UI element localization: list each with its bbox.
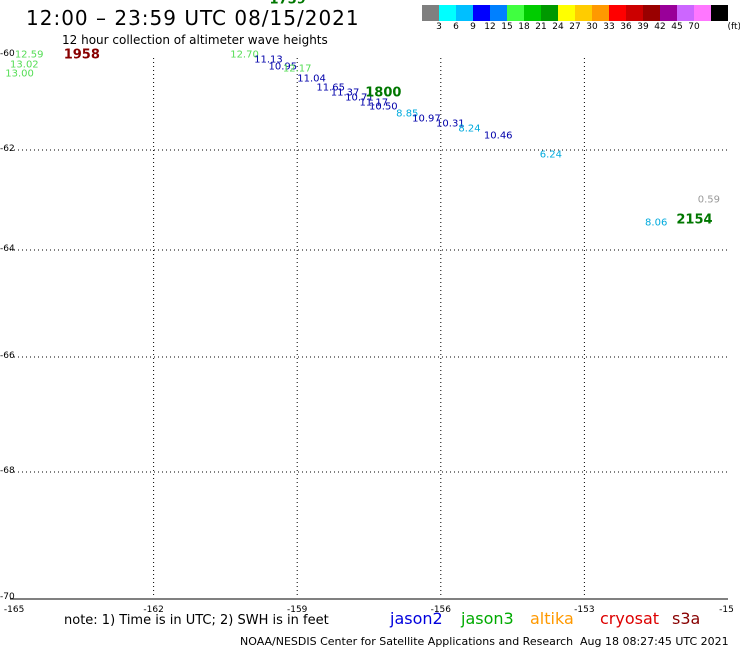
longitude-tick-label: -159 bbox=[286, 605, 308, 615]
wave-height-label: 11.13 bbox=[254, 54, 283, 66]
color-scale-label: 45 bbox=[671, 22, 683, 32]
wave-height-label: 10.97 bbox=[412, 113, 441, 125]
latitude-tick-label: -70 bbox=[0, 592, 15, 602]
legend-entry-s3a: s3a bbox=[672, 609, 701, 628]
legend-entry-cryosat: cryosat bbox=[600, 609, 660, 628]
wave-height-label: 13.02 bbox=[10, 59, 39, 70]
latitude-tick-label: -64 bbox=[0, 244, 15, 254]
color-swatch bbox=[439, 5, 456, 21]
color-swatch bbox=[677, 5, 694, 21]
color-swatch bbox=[541, 5, 558, 21]
color-scale-label: 33 bbox=[603, 22, 615, 32]
wave-height-label: 10.95 bbox=[268, 61, 298, 73]
map-plot-area bbox=[10, 58, 728, 600]
wave-height-label: 11.37 bbox=[330, 87, 360, 99]
pass-time-label: 1759 bbox=[269, 0, 306, 8]
color-swatch bbox=[711, 5, 728, 21]
generation-timestamp: Aug 18 08:27:45 UTC 2021 bbox=[580, 635, 729, 648]
wave-height-label: 11.17 bbox=[359, 97, 389, 108]
color-scale-label: 39 bbox=[637, 22, 649, 32]
color-scale-label: 12 bbox=[484, 22, 496, 32]
latitude-tick-label: -60 bbox=[0, 49, 15, 59]
wave-height-label: 11.65 bbox=[316, 82, 346, 94]
color-scale-label: 18 bbox=[518, 22, 530, 32]
wave-height-label: 8.24 bbox=[458, 123, 481, 135]
color-swatch bbox=[524, 5, 541, 21]
longitude-tick-label: -153 bbox=[574, 605, 595, 615]
latitude-tick-label: -66 bbox=[0, 351, 15, 361]
wave-height-label: 12.17 bbox=[282, 63, 312, 75]
color-swatch bbox=[660, 5, 677, 21]
wave-height-label: 10.50 bbox=[369, 101, 398, 113]
color-scale-label: 27 bbox=[569, 22, 581, 32]
color-swatch bbox=[694, 5, 711, 21]
footnote: note: 1) Time is in UTC; 2) SWH is in fe… bbox=[64, 613, 329, 628]
color-scale-bar bbox=[422, 5, 728, 21]
wave-height-label: 8.85 bbox=[396, 108, 419, 120]
color-scale-label: 6 bbox=[453, 22, 459, 32]
latitude-tick-label: -68 bbox=[0, 466, 15, 476]
color-scale-label: 21 bbox=[535, 22, 547, 32]
map-subtitle: 12 hour collection of altimeter wave hei… bbox=[62, 33, 328, 47]
longitude-tick-label: -156 bbox=[430, 605, 452, 615]
pass-time-label: 1958 bbox=[63, 47, 100, 63]
color-scale-label: 30 bbox=[586, 22, 598, 32]
wave-height-label: 11.04 bbox=[297, 73, 326, 85]
color-scale-label: 70 bbox=[688, 22, 700, 32]
wave-height-label: 13.00 bbox=[5, 68, 34, 80]
map-title: 12:00 – 23:59 UTC 08/15/2021 bbox=[26, 6, 360, 30]
color-swatch bbox=[558, 5, 575, 21]
pass-time-label: 2154 bbox=[676, 212, 713, 228]
wave-height-label: 8.06 bbox=[645, 217, 668, 228]
color-swatch bbox=[422, 5, 439, 21]
color-swatch bbox=[456, 5, 473, 21]
legend-entry-altika: altika bbox=[530, 609, 574, 628]
color-swatch bbox=[473, 5, 490, 21]
longitude-tick-label: -165 bbox=[3, 605, 25, 615]
pass-time-label: 1800 bbox=[365, 85, 402, 101]
color-scale-label: 15 bbox=[501, 22, 513, 32]
latitude-tick-label: -62 bbox=[0, 144, 15, 154]
credit-line: NOAA/NESDIS Center for Satellite Applica… bbox=[240, 635, 574, 648]
color-swatch bbox=[643, 5, 660, 21]
color-swatch bbox=[626, 5, 643, 21]
color-swatch bbox=[507, 5, 524, 21]
legend-entry-jason3: jason3 bbox=[461, 609, 514, 628]
color-swatch bbox=[609, 5, 626, 21]
wave-height-label: 12.59 bbox=[14, 49, 44, 61]
color-scale-label: 24 bbox=[552, 22, 564, 32]
wave-height-label: 10.71 bbox=[345, 92, 374, 104]
longitude-tick-label: -162 bbox=[143, 605, 164, 615]
color-scale-unit: (ft) bbox=[727, 22, 740, 32]
wave-height-label: 0.59 bbox=[697, 194, 720, 206]
wave-height-label: 12.70 bbox=[230, 49, 259, 61]
color-scale-label: 3 bbox=[436, 22, 442, 32]
color-swatch bbox=[592, 5, 609, 21]
color-scale-label: 36 bbox=[620, 22, 632, 32]
color-swatch bbox=[490, 5, 507, 21]
legend-entry-jason2: jason2 bbox=[390, 609, 443, 628]
color-scale-label: 42 bbox=[654, 22, 666, 32]
wave-height-label: 10.46 bbox=[483, 130, 513, 142]
wave-height-label: 6.24 bbox=[539, 149, 563, 161]
wave-height-label: 10.31 bbox=[436, 118, 465, 130]
color-scale-label: 9 bbox=[470, 22, 476, 32]
color-swatch bbox=[575, 5, 592, 21]
longitude-tick-label: -15 bbox=[719, 605, 734, 615]
